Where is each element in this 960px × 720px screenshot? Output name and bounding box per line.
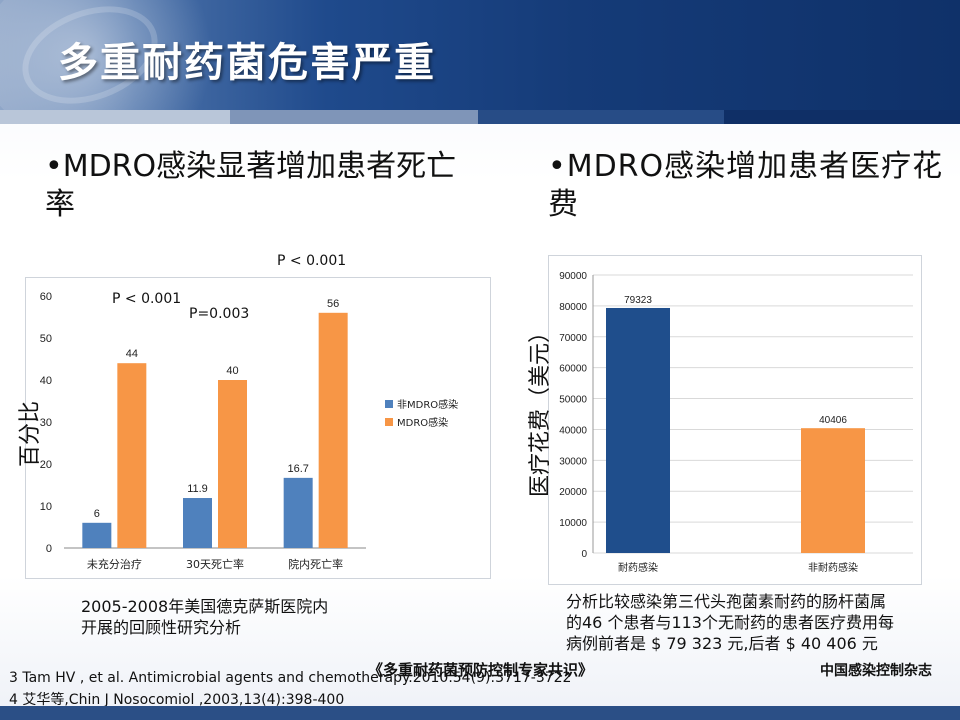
chart-left-ylabel: 百分比 (18, 401, 43, 468)
mortality-chart-svg: 0 10 20 30 40 50 60 6 44 未充分治疗 11.9 40 30天死亡率 16.7 56 院… (40, 291, 458, 571)
banner-glow (0, 0, 240, 110)
y-tick-label: 90000 (559, 271, 587, 282)
data-label: 6 (94, 508, 100, 520)
data-label: 56 (327, 298, 339, 310)
p-value-label: P < 0.001 (277, 253, 347, 269)
bar-mdro (318, 312, 348, 548)
cost-chart-svg: 0 10000 20000 30000 40000 50000 60000 70000 8000… (559, 271, 913, 574)
legend-entry: 非MDRO感染 (397, 398, 458, 411)
band-segment (230, 110, 478, 124)
bar-non-mdro (82, 522, 112, 548)
bullet-cost: •MDRO感染增加患者医疗花费 (548, 149, 944, 222)
x-tick-label: 非耐药感染 (808, 561, 858, 574)
legend-entry: MDRO感染 (397, 416, 448, 429)
y-tick-label: 40000 (559, 425, 587, 436)
p-value-label: P < 0.001 (112, 291, 182, 307)
y-tick-label: 60 (40, 291, 52, 303)
data-label: 79323 (624, 295, 652, 306)
bar (606, 307, 670, 553)
bullet-mortality: •MDRO感染显著增加患者死亡率 (45, 149, 457, 222)
y-tick-label: 50 (40, 333, 52, 345)
footer-bar (0, 706, 960, 720)
data-label: 44 (126, 348, 138, 360)
caption-line: 分析比较感染第三代头孢菌素耐药的肠杆菌属 (566, 592, 887, 611)
bar (801, 428, 865, 553)
x-tick-label: 耐药感染 (618, 561, 658, 574)
y-tick-label: 0 (581, 549, 587, 560)
cost-chart: 0 10000 20000 30000 40000 50000 60000 70000 8000… (548, 255, 922, 585)
caption-line: 开展的回顾性研究分析 (81, 618, 242, 637)
x-tick-label: 院内死亡率 (288, 557, 343, 571)
title-banner: 多重耐药菌危害严重 (0, 0, 960, 110)
y-tick-label: 20 (40, 459, 52, 471)
band-segment (724, 110, 960, 124)
y-tick-label: 50000 (559, 395, 587, 406)
data-label: 11.9 (187, 483, 208, 495)
data-label: 40406 (819, 415, 847, 426)
reference-2: 4 艾华等,Chin J Nosocomiol ,2003,13(4):398-… (9, 692, 345, 708)
right-caption: 分析比较感染第三代头孢菌素耐药的肠杆菌属 的46 个患者与113个无耐药的患者医… (566, 591, 956, 654)
caption-line: 病例前者是 $ 79 323 元,后者 $ 40 406 元 (566, 634, 878, 653)
caption-line: 2005-2008年美国德克萨斯医院内 (81, 597, 329, 616)
y-tick-label: 40 (40, 375, 52, 387)
source-overlay: 《多重耐药菌预防控制专家共识》 (368, 661, 594, 679)
bar-mdro (117, 363, 147, 548)
data-label: 40 (226, 365, 238, 377)
x-tick-label: 30天死亡率 (186, 557, 244, 571)
chart-right-ylabel: 医疗花费（美元） (528, 320, 553, 497)
y-tick-label: 60000 (559, 364, 587, 375)
y-tick-label: 10 (40, 501, 52, 513)
reference-1: 3 Tam HV , et al. Antimicrobial agents a… (9, 670, 572, 686)
y-tick-label: 30000 (559, 456, 587, 467)
y-tick-label: 0 (46, 543, 52, 555)
p-value-label: P=0.003 (189, 306, 250, 322)
y-tick-label: 20000 (559, 487, 587, 498)
band-segment (478, 110, 724, 124)
y-tick-label: 70000 (559, 333, 587, 344)
x-tick-label: 未充分治疗 (87, 557, 142, 571)
bar-non-mdro (183, 498, 212, 548)
legend-swatch (385, 400, 393, 408)
y-tick-label: 30 (40, 417, 52, 429)
slide-title: 多重耐药菌危害严重 (58, 40, 436, 86)
data-label: 16.7 (287, 463, 308, 475)
legend-swatch (385, 418, 393, 426)
y-tick-label: 80000 (559, 302, 587, 313)
left-caption: 2005-2008年美国德克萨斯医院内 开展的回顾性研究分析 (81, 596, 401, 638)
source-label: 中国感染控制杂志 (820, 663, 932, 679)
divider-band (0, 110, 960, 124)
bar-mdro (218, 380, 247, 548)
mortality-chart: 0 10 20 30 40 50 60 6 44 未充分治疗 11.9 40 30天死亡率 16.7 56 院… (25, 277, 491, 579)
y-tick-label: 10000 (559, 518, 587, 529)
bar-non-mdro (283, 477, 313, 548)
caption-line: 的46 个患者与113个无耐药的患者医疗费用每 (566, 613, 894, 632)
band-segment (0, 110, 230, 124)
